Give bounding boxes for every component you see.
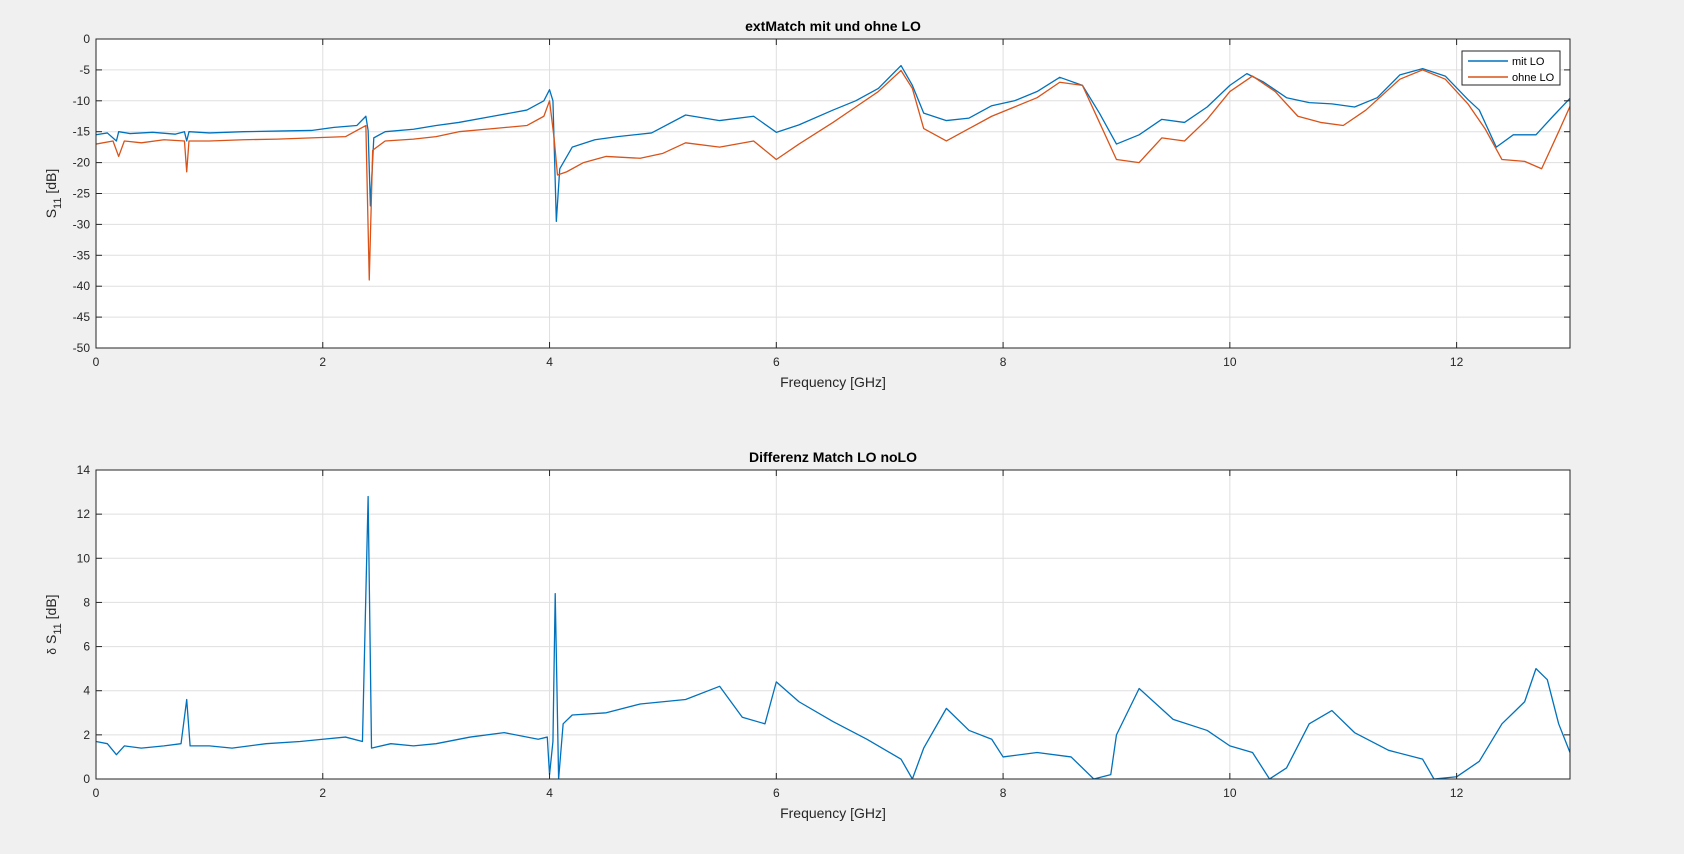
y-tick-label: -40 [73,279,91,293]
top-axes-s11: 0 2 4 6 8 10 12 0 -5 -10 -15 -20 -25 -30 -35 -40 -45 -50 e… [43,18,1571,390]
x-tick-label: 8 [1000,786,1007,800]
x-tick-label: 10 [1223,786,1237,800]
x-axis-label: Frequency [GHz] [780,805,886,821]
y-tick-label: -25 [73,187,91,201]
x-tick-label: 0 [93,786,100,800]
x-tick-label: 12 [1450,355,1464,369]
y-label-subscript: 11 [52,198,64,209]
x-tick-label: 6 [773,786,780,800]
y-tick-label: -15 [73,125,91,139]
legend-box [1461,50,1561,86]
y-axis-label: S11 [dB] [43,169,64,219]
chart-title: Differenz Match LO noLO [749,449,917,465]
x-tick-label: 8 [1000,355,1007,369]
y-tick-label: -30 [73,217,91,231]
y-tick-label: -45 [73,310,91,324]
x-tick-label: 6 [773,355,780,369]
chart-title: extMatch mit und ohne LO [745,18,921,34]
y-tick-label: 2 [83,728,90,742]
y-tick-label: 14 [77,463,91,477]
y-tick-label: 8 [83,595,90,609]
y-tick-label: -20 [73,156,91,170]
plot-area [96,470,1570,779]
y-tick-label: 0 [83,32,90,46]
x-tick-label: 4 [546,786,553,800]
legend-entry: ohne LO [1512,72,1555,84]
x-tick-label: 12 [1450,786,1464,800]
x-tick-label: 2 [319,786,326,800]
y-tick-label: -5 [79,63,90,77]
y-tick-label: -10 [73,94,91,108]
bottom-axes-delta-s11: 0 2 4 6 8 10 12 0 2 4 6 8 10 12 14 Differenz Match LO n… [43,449,1571,821]
series-line-delta-s11 [96,495,1570,779]
series-line-ohne-lo [96,69,1570,281]
y-label-unit: [dB] [43,169,59,198]
axes-box [95,469,1571,780]
y-tick-label: 4 [83,684,90,698]
y-label-main: S [43,209,59,218]
x-tick-label: 2 [319,355,326,369]
y-label-unit: [dB] [43,594,59,623]
legend-entry: mit LO [1512,56,1545,68]
x-axis-label: Frequency [GHz] [780,374,886,390]
y-axis-label: δ S11 [dB] [43,594,64,654]
y-tick-label: 12 [77,507,91,521]
x-tick-label: 0 [93,355,100,369]
x-tick-label: 4 [546,355,553,369]
y-tick-label: -50 [73,341,91,355]
x-tick-label: 10 [1223,355,1237,369]
y-tick-label: -35 [73,248,91,262]
y-label-prefix: δ [45,648,59,655]
y-tick-label: 0 [83,772,90,786]
y-label-subscript: 11 [52,623,64,634]
y-label-main: S [43,635,59,648]
y-tick-label: 6 [83,640,90,654]
series-line-mit-lo [96,64,1570,222]
y-tick-label: 10 [77,551,91,565]
legend: mit LO ohne LO [1461,50,1561,86]
